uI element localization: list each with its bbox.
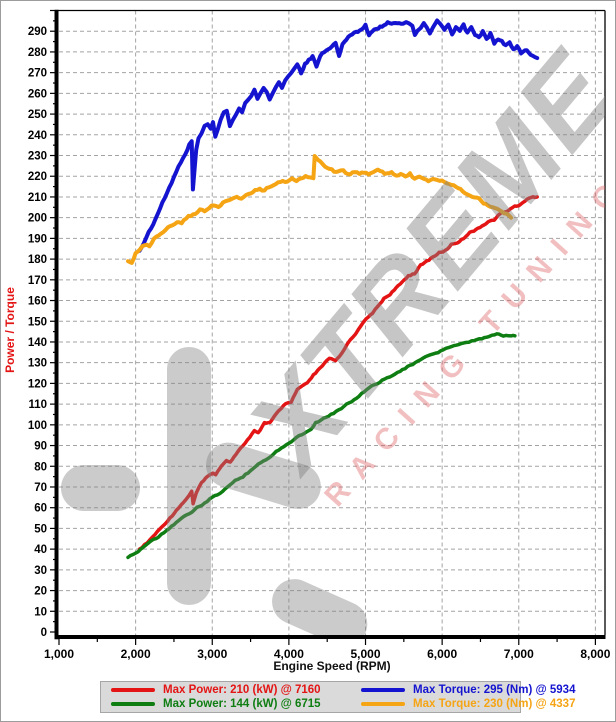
y-tick-label: 100 [28, 420, 47, 432]
legend-swatch-blue [361, 688, 405, 692]
y-tick-label: 290 [28, 26, 47, 38]
x-tick-label: 7,000 [504, 647, 534, 661]
y-tick-label: 260 [28, 88, 47, 100]
x-tick-label: 2,000 [121, 647, 151, 661]
y-tick-label: 280 [28, 47, 47, 59]
legend-swatch-green [111, 702, 155, 706]
y-axis-line [54, 9, 59, 640]
legend-label: Max Torque: 295 (Nm) @ 5934 [413, 684, 576, 696]
y-tick-label: 50 [34, 523, 47, 535]
y-axis-title: Power / Torque [3, 287, 17, 373]
legend-item-max-power-run1: Max Power: 210 (kW) @ 7160 [111, 684, 361, 696]
y-tick-label: 40 [34, 544, 47, 556]
y-tick-label: 110 [28, 399, 47, 411]
y-tick-label: 60 [34, 503, 47, 515]
x-tick-label: 3,000 [197, 647, 227, 661]
legend-label: Max Power: 210 (kW) @ 7160 [163, 684, 321, 696]
curve-torque-3 [126, 154, 514, 265]
legend-label: Max Torque: 230 (Nm) @ 4337 [413, 698, 576, 710]
y-tick-label: 70 [34, 482, 47, 494]
y-tick-label: 210 [28, 192, 47, 204]
y-tick-label: 180 [28, 254, 47, 266]
legend-item-max-power-run2: Max Power: 144 (kW) @ 6715 [111, 698, 361, 710]
y-tick-label: 160 [28, 296, 47, 308]
y-tick-label: 120 [28, 378, 47, 390]
curve-power-2 [126, 332, 517, 560]
curve-power-0 [137, 195, 539, 551]
x-tick-label: 4,000 [274, 647, 304, 661]
y-tick-label: 270 [28, 68, 47, 80]
legend-label: Max Power: 144 (kW) @ 6715 [163, 698, 321, 710]
y-tick-label: 230 [28, 151, 47, 163]
legend: Max Power: 210 (kW) @ 7160 Max Torque: 2… [100, 681, 575, 713]
y-tick-label: 140 [28, 337, 47, 349]
legend-swatch-red [111, 688, 155, 692]
y-tick-label: 200 [28, 213, 47, 225]
curve-torque-1 [137, 18, 540, 253]
x-tick-label: 8,000 [580, 647, 610, 661]
x-tick-label: 1,000 [44, 647, 74, 661]
y-tick-label: 250 [28, 109, 47, 121]
y-tick-label: 90 [34, 441, 47, 453]
y-tick-label: 240 [28, 130, 47, 142]
y-tick-label: 130 [28, 358, 47, 370]
y-tick-label: 0 [41, 627, 47, 639]
x-axis-title: Engine Speed (RPM) [273, 659, 391, 673]
legend-item-max-torque-run1: Max Torque: 295 (Nm) @ 5934 [361, 684, 575, 696]
x-tick-label: 6,000 [427, 647, 457, 661]
legend-item-max-torque-run2: Max Torque: 230 (Nm) @ 4337 [361, 698, 575, 710]
legend-swatch-orange [361, 702, 405, 706]
y-tick-label: 80 [34, 461, 47, 473]
y-tick-label: 170 [28, 275, 47, 287]
x-axis-line [54, 635, 606, 639]
y-tick-label: 150 [28, 316, 47, 328]
x-tick-label: 5,000 [350, 647, 380, 661]
y-tick-label: 20 [34, 586, 47, 598]
y-tick-label: 10 [34, 606, 47, 618]
y-tick-label: 190 [28, 233, 47, 245]
y-tick-label: 30 [34, 565, 47, 577]
y-tick-label: 220 [28, 171, 47, 183]
